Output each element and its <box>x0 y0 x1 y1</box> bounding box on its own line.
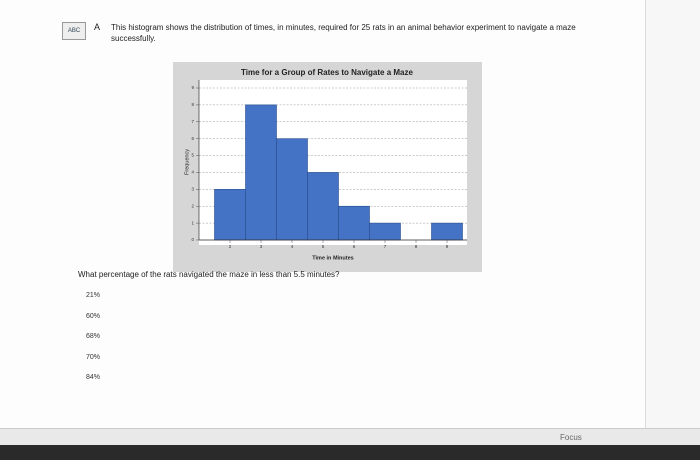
y-tick-label: 4 <box>191 170 194 175</box>
y-tick-label: 8 <box>191 102 194 107</box>
answer-option[interactable]: 84% <box>86 374 101 381</box>
histogram-bar <box>276 138 308 241</box>
y-axis-label: Frequency <box>184 149 190 175</box>
question: What percentage of the rats navigated th… <box>78 270 340 279</box>
histogram-bar <box>369 222 401 241</box>
chart-title: Time for a Group of Rates to Navigate a … <box>241 68 413 77</box>
histogram-bar <box>245 104 277 241</box>
histogram-bar <box>338 205 370 241</box>
question-label: A <box>94 22 101 32</box>
focus-button[interactable]: Focus <box>560 433 582 442</box>
y-tick-label: 7 <box>191 119 194 124</box>
y-tick-label: 6 <box>191 136 194 141</box>
histogram-bar <box>431 222 463 241</box>
y-tick-label: 1 <box>191 220 194 225</box>
answer-option[interactable]: 21% <box>86 292 101 299</box>
y-tick-label: 5 <box>191 153 194 158</box>
answer-option[interactable]: 68% <box>86 333 101 340</box>
x-tick-label: 6 <box>353 244 356 249</box>
x-tick-label: 2 <box>229 244 232 249</box>
x-axis-label: Time in Minutes <box>312 255 353 261</box>
question-icon: ABC <box>62 22 86 40</box>
taskbar <box>0 428 700 446</box>
histogram-bar <box>214 189 246 241</box>
y-tick-label: 9 <box>191 85 194 90</box>
prompt: This histogram shows the distribution of… <box>111 23 576 43</box>
x-tick-label: 3 <box>260 244 263 249</box>
y-tick-label: 0 <box>191 237 194 242</box>
histogram-bar <box>307 172 339 241</box>
answer-option[interactable]: 60% <box>86 312 101 320</box>
y-tick-label: 2 <box>191 203 194 208</box>
chart: Time for a Group of Rates to Navigate a … <box>173 62 482 272</box>
bottom-bar <box>0 445 700 460</box>
x-tick-label: 8 <box>415 244 418 249</box>
y-tick-label: 3 <box>191 187 194 192</box>
x-tick-label: 4 <box>291 244 294 249</box>
x-tick-label: 7 <box>384 244 387 249</box>
x-tick-label: 9 <box>446 244 449 249</box>
answer-option[interactable]: 70% <box>86 353 101 361</box>
x-tick-label: 5 <box>322 244 325 249</box>
